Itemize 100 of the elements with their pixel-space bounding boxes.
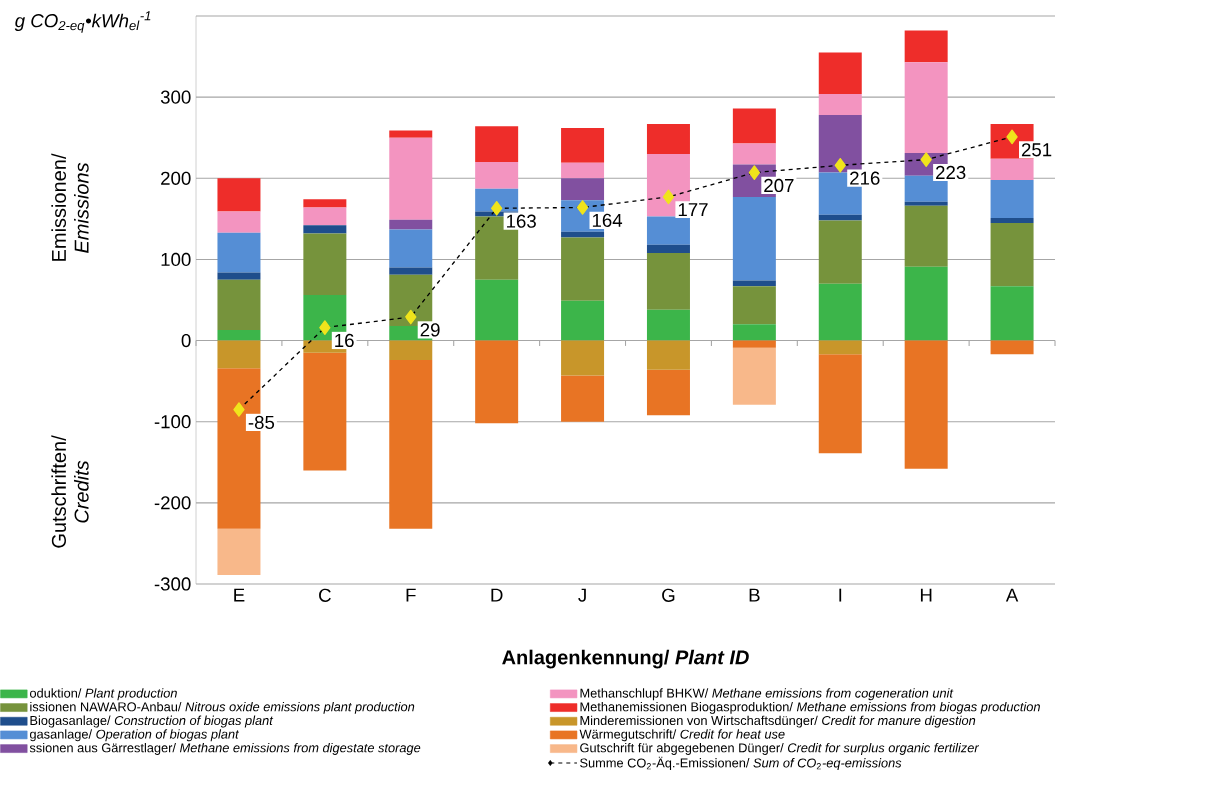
data-label: -85 <box>248 415 275 430</box>
x-axis-title: Anlagenkennung/ Plant ID <box>502 649 749 669</box>
bar <box>732 143 776 165</box>
legend-label: ssionen aus Gärrestlager/ Methane emissions from digestate storage <box>29 742 421 755</box>
x-tick-label: E <box>234 588 245 602</box>
point <box>233 402 245 417</box>
bar <box>475 126 519 163</box>
legend-label: Summe CO$_{2}$-Äq.-Emissionen/ Sum of CO$_{2}$-eq-emissions <box>580 756 902 771</box>
bar <box>561 231 605 238</box>
bar <box>990 286 1034 341</box>
y-tick-label: -300 <box>154 577 191 591</box>
legend-label: Gutschrift für abgegebenen Dünger/ Credit for surplus organic fertilizer <box>580 742 980 755</box>
y-tick-label: 200 <box>161 171 191 185</box>
data-label: 207 <box>764 178 794 193</box>
bar <box>217 528 261 576</box>
bar <box>303 225 347 234</box>
bar <box>303 207 347 226</box>
bar <box>217 178 261 212</box>
bar <box>303 233 347 296</box>
bar <box>389 360 433 529</box>
bar <box>646 123 690 154</box>
point <box>576 200 589 215</box>
bar <box>904 205 948 267</box>
bar <box>561 237 605 301</box>
data-label: 163 <box>507 214 536 228</box>
data-label: 29 <box>420 323 440 337</box>
y-tick-label: -200 <box>154 496 191 510</box>
bar <box>389 219 433 230</box>
legend-label: Biogasanlage/ Construction of biogas plant <box>30 715 274 728</box>
x-tick-label: D <box>491 588 503 602</box>
x-tick-label: C <box>319 588 331 602</box>
bar <box>904 266 948 341</box>
bar <box>818 283 862 341</box>
bar <box>646 369 690 416</box>
bar <box>217 340 261 369</box>
legend-label: Minderemissionen von Wirtschaftsdünger/ Credit for manure digestion <box>580 715 976 728</box>
bar <box>732 347 776 405</box>
legend-label: Methanschlupf BHKW/ Methane emissions from cogeneration unit <box>580 688 954 701</box>
x-tick-label: H <box>920 588 932 602</box>
legend-label: Methanemissionen Biogasproduktion/ Methane emissions from biogas production <box>580 701 1040 714</box>
bar <box>646 309 690 341</box>
bar <box>561 127 605 163</box>
x-tick-label: F <box>406 588 416 602</box>
bar <box>646 244 690 253</box>
x-tick-label: J <box>578 588 586 602</box>
bar <box>561 162 605 179</box>
bar <box>732 340 776 348</box>
bar <box>217 232 261 273</box>
bar <box>217 211 261 233</box>
bar <box>217 272 261 280</box>
y-tick-label: 100 <box>161 252 191 267</box>
bar <box>990 340 1034 355</box>
bar <box>904 30 948 63</box>
bar <box>646 340 690 370</box>
y-axis-title: g CO$_{2-eq}$•kWh$_{el}$-1 <box>14 11 151 33</box>
bar <box>904 340 948 469</box>
bar <box>646 252 690 310</box>
bar <box>561 375 605 422</box>
bar <box>818 340 862 355</box>
legend-label: issionen NAWARO-Anbau/ Nitrous oxide emissions plant production <box>30 701 415 714</box>
bar <box>646 216 690 245</box>
data-label: 164 <box>592 213 623 227</box>
y-tick-label: 0 <box>181 333 191 348</box>
legend-label: Wärmegutschrift/ Credit for heat use <box>579 729 785 742</box>
bar <box>990 179 1034 219</box>
bar <box>303 199 347 208</box>
bar <box>818 220 862 284</box>
bar <box>818 354 862 454</box>
data-label: 251 <box>1021 143 1052 157</box>
bar <box>217 279 261 331</box>
bar <box>217 330 261 341</box>
bar <box>475 162 519 189</box>
bar <box>990 218 1034 223</box>
text: Gutschriften/ Credits <box>51 435 89 548</box>
bar <box>904 201 948 206</box>
bar <box>475 279 519 341</box>
bar <box>389 130 433 138</box>
bar <box>475 340 519 424</box>
x-tick-label: I <box>839 588 842 602</box>
bar <box>389 229 433 268</box>
bar <box>732 108 776 144</box>
bar <box>990 222 1034 287</box>
bar <box>732 286 776 325</box>
bar <box>818 114 862 173</box>
bar <box>818 52 862 94</box>
data-label: 216 <box>850 171 880 185</box>
bar <box>389 340 433 361</box>
point <box>319 320 331 335</box>
data-label: 223 <box>936 165 966 180</box>
x-tick-label: G <box>662 588 675 602</box>
x-tick-label: B <box>749 588 760 602</box>
point <box>748 165 761 180</box>
y-tick-label: -100 <box>154 415 191 429</box>
bar <box>389 267 433 275</box>
bar <box>818 93 862 115</box>
text: Emissionen/ Emissions <box>51 153 89 261</box>
bar <box>303 352 347 471</box>
bar <box>904 62 948 154</box>
point <box>834 157 846 173</box>
data-label: 177 <box>678 203 708 217</box>
